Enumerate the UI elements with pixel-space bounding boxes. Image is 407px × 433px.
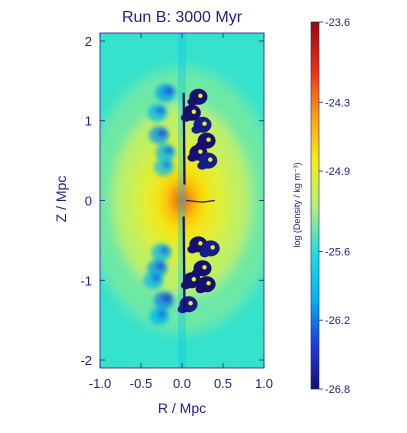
y-tick-label: 0 (85, 194, 92, 209)
colorbar (310, 21, 320, 390)
x-tick-label: 0.5 (214, 376, 232, 391)
right-clump-lobe (187, 153, 198, 162)
left-clump (149, 307, 170, 326)
axis-jet (178, 33, 186, 368)
right-clump-hole (208, 157, 213, 162)
x-tick-label: 1.0 (255, 376, 273, 391)
right-clump-lobe (195, 285, 206, 294)
left-clump (155, 83, 176, 102)
right-clump-hole (198, 93, 203, 99)
right-clump-hole (191, 109, 197, 114)
left-clump-core (161, 161, 172, 169)
right-clump-lobe (180, 113, 191, 122)
colorbar-tick-label: -24.3 (325, 97, 350, 109)
density-map (100, 33, 264, 368)
left-clump-core (157, 129, 168, 138)
colorbar-tick-label: -26.2 (325, 315, 350, 327)
y-tick-label: -1 (80, 273, 92, 288)
left-clump-core (155, 106, 166, 115)
right-clump-lobe (199, 249, 210, 258)
left-clump-core (163, 146, 174, 155)
x-tick-label: -0.5 (130, 376, 152, 391)
left-clump-core (155, 262, 166, 271)
y-tick-label: 1 (85, 114, 92, 129)
right-clump (199, 240, 220, 258)
left-clump (143, 271, 164, 290)
colorbar-label: log (Density / kg m⁻³) (292, 162, 302, 247)
left-structures (143, 83, 176, 326)
colorbar-tick-label: -25.6 (325, 246, 350, 258)
right-clump-lobe (191, 125, 202, 134)
left-clump (149, 126, 170, 145)
y-axis-label: Z / Mpc (53, 176, 69, 223)
core-filament (186, 199, 215, 203)
x-tick-label: 0.0 (173, 376, 191, 391)
right-clump-lobe (187, 245, 198, 254)
axis-filament (182, 92, 186, 313)
left-clump-core (159, 246, 170, 255)
right-clump-lobe (197, 161, 208, 170)
left-clump (153, 291, 174, 310)
right-clump-lobe (187, 97, 198, 106)
right-clump (187, 88, 208, 106)
right-clump-hole (188, 300, 193, 306)
density-contours (100, 33, 264, 368)
x-axis: -1.0 -0.5 0.0 0.5 1.0 (89, 33, 273, 391)
y-axis: 2 1 0 -1 -2 (80, 34, 264, 368)
right-clump-hole (202, 265, 207, 270)
left-clump-core (157, 310, 168, 319)
right-clump-hole (210, 245, 215, 250)
x-axis-label: R / Mpc (158, 400, 206, 416)
density-contour (177, 194, 187, 207)
right-clump (197, 152, 218, 170)
left-clump (153, 158, 174, 176)
left-clump-core (151, 274, 162, 283)
right-clump-hole (206, 137, 211, 142)
left-clump (147, 103, 168, 122)
colorbar-tick-label: -24.9 (325, 166, 350, 178)
right-clump-lobe (180, 281, 191, 290)
right-clump (195, 276, 216, 294)
right-clump-hole (198, 241, 203, 246)
x-tick-label: -1.0 (89, 376, 111, 391)
chart-title: Run B: 3000 Myr (122, 9, 243, 26)
colorbar-tick-label: -23.6 (325, 17, 350, 29)
right-clump-lobe (177, 305, 188, 314)
right-structures (177, 88, 220, 314)
y-tick-label: -2 (80, 353, 92, 368)
left-clump-core (163, 86, 174, 95)
left-clump (155, 143, 176, 162)
y-tick-label: 2 (85, 34, 92, 49)
right-clump-hole (202, 121, 207, 126)
colorbar-tick-label: -26.8 (325, 384, 350, 396)
colorbar-ticks: -23.6 -24.3 -24.9 -25.6 -26.2 -26.8 (319, 17, 350, 396)
right-clump-hole (191, 277, 197, 282)
right-clump-hole (206, 281, 211, 286)
left-clump (151, 243, 172, 262)
left-clump-core (161, 294, 172, 303)
right-clump-hole (198, 149, 203, 154)
right-clump (191, 116, 212, 134)
